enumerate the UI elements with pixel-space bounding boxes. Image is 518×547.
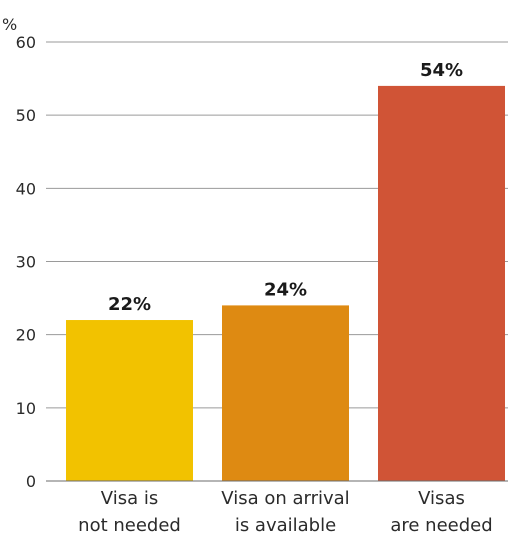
y-tick-label: 0 <box>26 472 36 491</box>
bar-value-label: 24% <box>264 279 307 300</box>
category-label: not needed <box>78 515 181 536</box>
category-label: Visas <box>418 488 465 509</box>
category-label: are needed <box>390 515 492 536</box>
bars <box>66 85 505 482</box>
y-tick-label: 40 <box>16 179 36 198</box>
y-tick-label: 50 <box>16 106 36 125</box>
category-label: is available <box>235 515 336 536</box>
bar-value-label: 22% <box>108 294 151 315</box>
x-axis-category-labels: Visa is not needed Visa on arrival is avail… <box>78 488 493 536</box>
y-tick-label: 10 <box>16 399 36 418</box>
category-label: Visa on arrival <box>221 488 349 509</box>
category-label: Visa is <box>101 488 158 509</box>
y-tick-label: 20 <box>16 326 36 345</box>
bar-2 <box>378 85 505 482</box>
bar-value-label: 54% <box>420 60 463 81</box>
y-tick-label: 30 <box>16 253 36 272</box>
y-axis-unit-label: % <box>2 15 17 34</box>
bar-value-labels: 22% 24% 54% <box>108 60 463 315</box>
y-tick-label: 60 <box>16 33 36 52</box>
bar-1 <box>222 305 349 481</box>
y-axis-ticks: 0 10 20 30 40 50 60 <box>16 33 36 491</box>
bar-0 <box>66 320 193 481</box>
